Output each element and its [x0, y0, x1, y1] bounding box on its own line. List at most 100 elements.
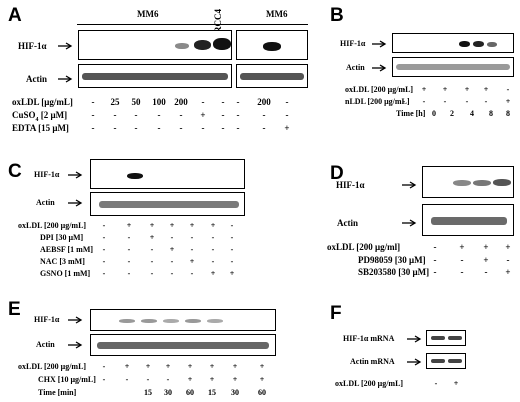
panel-a-hif-blot-left [78, 30, 232, 60]
condition-value: - [484, 97, 488, 106]
condition-value: - [91, 97, 95, 107]
condition-value: - [127, 257, 131, 266]
panel-a-hif-blot-right [236, 30, 308, 60]
condition-value: + [483, 255, 489, 265]
condition-value: - [170, 257, 174, 266]
panel-f-hif-blot [426, 330, 466, 346]
condition-value: - [221, 123, 225, 133]
panel-f-actin-arrow-icon [407, 358, 422, 366]
band [99, 201, 239, 208]
condition-value: - [201, 123, 205, 133]
panel-b-actin-blot [392, 57, 514, 77]
condition-value: - [150, 257, 154, 266]
panel-e-actin-arrow-icon [68, 341, 83, 349]
panel-c-cond-aebsf: AEBSF [1 mM] [40, 245, 94, 254]
condition-value: + [187, 362, 193, 371]
condition-value: - [230, 257, 234, 266]
condition-value: 100 [152, 97, 166, 107]
band [213, 38, 231, 50]
band [473, 180, 491, 186]
band [207, 319, 223, 323]
condition-value: - [157, 123, 161, 133]
condition-value: + [169, 221, 175, 230]
panel-f-actin-mrna-label: Actin mRNA [350, 357, 395, 366]
condition-value: - [434, 379, 438, 388]
panel-e-label: E [8, 299, 21, 320]
condition-value: - [134, 123, 138, 133]
condition-value: - [211, 245, 215, 254]
condition-value: 15 [144, 388, 152, 397]
condition-value: - [190, 245, 194, 254]
condition-value: - [113, 123, 117, 133]
condition-value: 25 [110, 97, 120, 107]
panel-c-cond-gsno: GSNO [1 mM] [40, 269, 91, 278]
condition-value: - [127, 245, 131, 254]
panel-a-label: A [8, 5, 22, 26]
panel-a-header-mm6-right: MM6 [266, 9, 288, 19]
condition-value: - [422, 97, 426, 106]
panel-d-actin-blot [422, 204, 514, 236]
panel-d-label: D [330, 163, 344, 184]
condition-value: - [102, 257, 106, 266]
condition-value: + [209, 362, 215, 371]
condition-value: - [102, 375, 106, 384]
condition-value: - [179, 123, 183, 133]
panel-c-actin-blot [90, 192, 245, 216]
panel-d-cond-pd98059: PD98059 [30 μM] [358, 255, 426, 265]
condition-value: 8 [506, 109, 510, 118]
condition-value: + [483, 85, 489, 94]
panel-b-hif-blot [392, 33, 514, 53]
condition-value: + [210, 269, 216, 278]
panel-e-cond-chx: CHX [10 μg/mL] [38, 375, 96, 384]
condition-value: - [460, 255, 464, 265]
condition-value: + [284, 123, 290, 133]
condition-value: + [421, 85, 427, 94]
condition-value: 15 [208, 388, 216, 397]
condition-value: 60 [258, 388, 266, 397]
band [453, 180, 471, 186]
band [431, 359, 445, 363]
condition-value: - [102, 245, 106, 254]
panel-f-actin-blot [426, 353, 466, 369]
condition-value: + [505, 97, 511, 106]
panel-c-cond-nac: NAC [3 mM] [40, 257, 85, 266]
panel-e-hif-arrow-icon [68, 316, 83, 324]
condition-value: + [505, 267, 511, 277]
condition-value: + [229, 269, 235, 278]
panel-b-actin-arrow-icon [372, 64, 387, 72]
condition-value: - [170, 233, 174, 242]
condition-value: - [506, 85, 510, 94]
condition-value: - [433, 242, 437, 252]
panel-c-cond-oxldl: oxLDL [200 μg/mL] [18, 221, 87, 230]
condition-value: - [443, 97, 447, 106]
condition-value: + [210, 221, 216, 230]
panel-d-actin-arrow-icon [402, 219, 417, 227]
panel-c-cond-dpi: DPI [30 μM] [40, 233, 84, 242]
panel-e-hif-blot [90, 309, 276, 331]
panel-f-label: F [330, 303, 342, 324]
condition-value: + [145, 362, 151, 371]
band [263, 42, 281, 51]
condition-value: + [187, 375, 193, 384]
band [493, 179, 511, 186]
condition-value: - [402, 97, 406, 106]
band [119, 319, 135, 323]
panel-a-bracket-mm6-right [236, 24, 308, 25]
band [240, 73, 304, 80]
panel-c-hif-arrow-icon [68, 171, 83, 179]
condition-value: - [150, 245, 154, 254]
panel-a-cond-oxldl: oxLDL [μg/mL] [12, 97, 73, 107]
condition-value: - [201, 97, 205, 107]
condition-value: + [483, 242, 489, 252]
panel-a-cond-edta: EDTA [15 μM] [12, 123, 69, 133]
band [127, 173, 143, 179]
panel-d-hif-arrow-icon [402, 181, 417, 189]
band [459, 41, 470, 47]
panel-a-cond-cuso4: CuSO4 [2 μM] [12, 110, 68, 123]
condition-value: - [402, 85, 406, 94]
condition-value: - [190, 233, 194, 242]
condition-value: + [126, 221, 132, 230]
panel-b-cond-time: Time [h] [396, 109, 426, 118]
band [473, 41, 484, 47]
panel-c-hif-label: HIF-1α [34, 170, 60, 179]
